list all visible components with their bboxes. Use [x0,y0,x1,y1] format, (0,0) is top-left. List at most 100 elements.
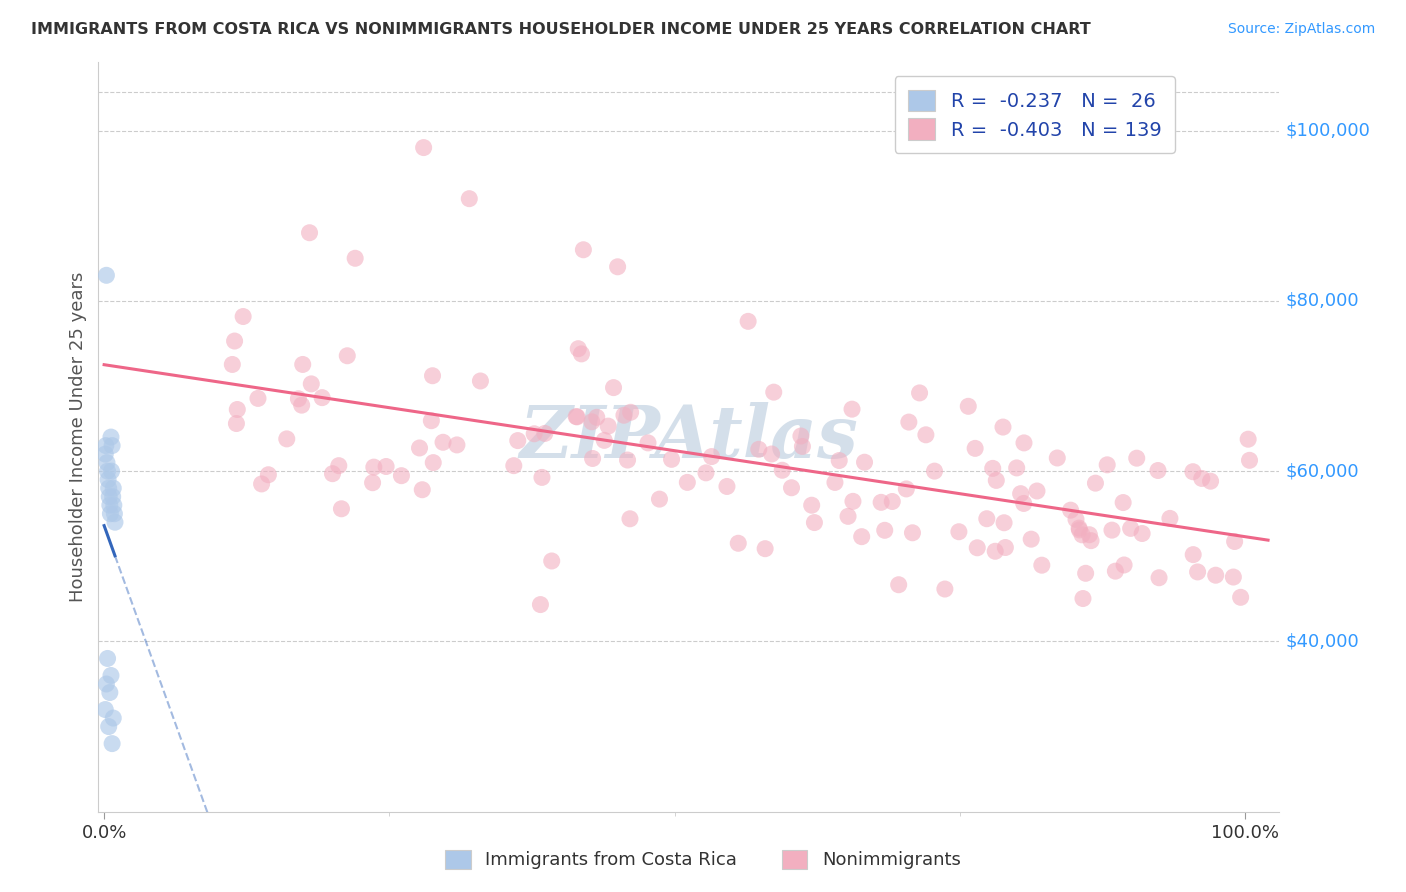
Point [1187,565,1209,579]
Point [94,702,117,716]
Point [993,516,1015,530]
Point [873,524,896,538]
Point [1101,523,1123,537]
Point [585,410,607,425]
Point [502,458,524,473]
Point [1067,521,1090,535]
Point [1080,533,1102,548]
Point [1112,495,1135,509]
Point [648,492,671,507]
Point [966,541,988,555]
Point [984,544,1007,558]
Point [976,512,998,526]
Point [887,578,910,592]
Point [828,453,851,467]
Point [606,260,628,274]
Point [330,501,353,516]
Point [298,226,321,240]
Point [593,434,616,448]
Point [94,439,117,453]
Point [101,737,124,751]
Point [422,456,444,470]
Point [924,464,946,478]
Point [1191,471,1213,485]
Point [96,268,118,283]
Text: IMMIGRANTS FROM COSTA RICA VS NONIMMIGRANTS HOUSEHOLDER INCOME UNDER 25 YEARS CO: IMMIGRANTS FROM COSTA RICA VS NONIMMIGRA… [31,22,1091,37]
Point [1095,458,1118,472]
Point [800,498,823,512]
Point [94,447,117,461]
Point [422,368,444,383]
Point [661,452,683,467]
Point [221,358,243,372]
Point [870,495,893,509]
Point [458,192,481,206]
Point [565,409,588,424]
Point [908,385,931,400]
Point [432,435,454,450]
Point [842,494,865,508]
Point [1112,558,1135,572]
Point [1031,558,1053,573]
Point [1125,451,1147,466]
Point [1104,564,1126,578]
Point [1005,461,1028,475]
Point [676,475,699,490]
Point [1071,591,1094,606]
Point [716,479,738,493]
Point [101,490,124,504]
Point [363,460,385,475]
Point [1012,496,1035,510]
Point [232,310,254,324]
Point [619,512,641,526]
Point [1010,486,1032,500]
Text: $60,000: $60,000 [1285,462,1360,480]
Point [344,252,367,266]
Point [375,459,398,474]
Point [803,516,825,530]
Point [934,582,956,596]
Point [853,455,876,469]
Point [470,374,492,388]
Point [103,481,125,495]
Point [96,456,118,470]
Point [897,415,920,429]
Point [408,441,430,455]
Point [529,598,551,612]
Point [602,381,624,395]
Point [1205,568,1227,582]
Point [581,415,603,429]
Point [1159,511,1181,525]
Point [770,463,793,477]
Point [1130,526,1153,541]
Point [901,525,924,540]
Point [598,419,620,434]
Point [299,376,322,391]
Point [225,417,247,431]
Text: Source: ZipAtlas.com: Source: ZipAtlas.com [1227,22,1375,37]
Point [98,498,121,512]
Point [103,498,125,512]
Point [100,430,122,444]
Point [792,440,814,454]
Point [571,347,593,361]
Point [96,651,118,665]
Point [851,530,873,544]
Point [276,432,298,446]
Point [412,140,434,154]
Point [1182,548,1205,562]
Point [1019,532,1042,546]
Point [103,711,125,725]
Point [523,426,546,441]
Point [100,464,122,478]
Point [882,494,904,508]
Point [420,414,443,428]
Point [224,334,246,348]
Point [257,467,280,482]
Point [96,677,118,691]
Text: $80,000: $80,000 [1285,292,1360,310]
Point [915,427,938,442]
Point [104,515,127,529]
Point [754,541,776,556]
Point [1071,528,1094,542]
